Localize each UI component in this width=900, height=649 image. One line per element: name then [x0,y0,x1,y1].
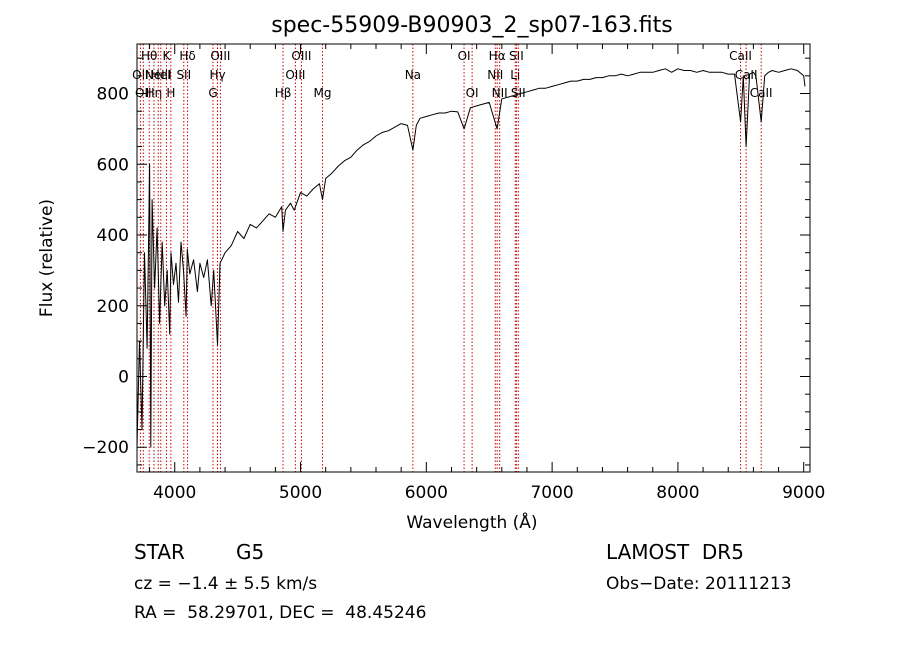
line-label-11: Hγ [209,68,225,82]
line-label-23: Li [510,68,520,82]
line-label-19: OI [466,86,479,100]
coordinates-text: RA = 58.29701, DEC = 48.45246 [134,603,427,623]
line-label-6: K [162,49,171,63]
x-tick-label-5: 9000 [782,483,825,503]
y-tick-label-1: 0 [118,367,129,387]
line-label-4: NeIII [145,68,172,82]
x-axis-ticks: 4000 5000 6000 7000 8000 9000 [149,44,825,503]
x-tick-label-4: 8000 [656,483,699,503]
redshift-text: cz = −1.4 ± 5.5 km/s [134,574,318,594]
x-tick-label-0: 4000 [153,483,196,503]
spectrum-series [136,68,806,448]
x-tick-label-3: 7000 [530,483,573,503]
line-label-12: OIII [210,49,230,63]
x-axis-label: Wavelength (Å) [406,511,537,533]
x-tick-label-1: 5000 [279,483,322,503]
line-label-0: OII [132,68,149,82]
line-label-9: Hδ [179,49,195,63]
line-label-25: SII [511,86,526,100]
line-label-21: Hα [489,49,506,63]
obs-date-text: Obs−Date: 20111213 [606,574,792,594]
line-label-17: Na [405,68,421,82]
survey-label: LAMOST DR5 [606,540,744,564]
line-label-10: G [208,86,217,100]
x-tick-label-2: 6000 [405,483,448,503]
line-label-22: NII [492,86,508,100]
spectrum-line-0 [136,68,806,448]
line-label-15: OIII [291,49,311,63]
line-label-3: Hη [146,86,163,100]
y-axis-label: Flux (relative) [37,199,57,317]
class-label: STAR [134,540,185,564]
line-label-26: CaII [729,49,752,63]
line-label-20: NII [487,68,503,82]
y-tick-label-4: 600 [97,155,129,175]
line-label-2: Hθ [141,49,157,63]
line-label-18: OI [458,49,471,63]
line-label-24: SII [509,49,524,63]
line-label-8: SII [176,68,191,82]
y-tick-label-0: −200 [82,438,129,458]
y-tick-label-5: 800 [97,85,129,105]
y-axis-ticks: −200 0 200 400 600 800 [82,57,810,466]
line-label-16: Mg [314,86,332,100]
line-label-28: CaII [750,86,773,100]
y-tick-label-2: 200 [97,297,129,317]
line-label-13: Hβ [275,86,292,100]
line-label-7: H [166,86,175,100]
line-label-1: OII [135,86,152,100]
subclass-label: G5 [236,540,265,564]
plot-frame [136,43,811,473]
y-tick-label-3: 400 [97,226,129,246]
chart-title: spec-55909-B90903_2_sp07-163.fits [271,13,673,38]
line-label-14: OIII [285,68,305,82]
spectral-line-markers: OIIOIIHθHηNeIIIHeIKHSIIHδGHγOIIIHβOIIIOI… [132,44,773,472]
line-label-27: CaII [735,68,758,82]
line-label-5: HeI [151,68,171,82]
